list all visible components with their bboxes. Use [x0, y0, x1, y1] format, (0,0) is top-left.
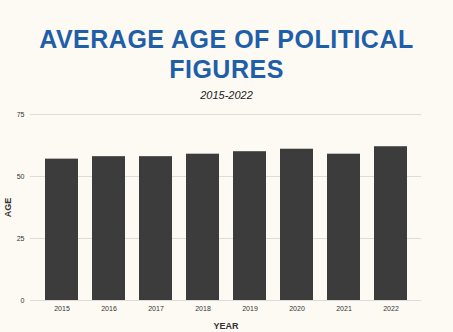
html-text:AVERAGE AGE OF POLITICAL FIGUR: AVERAGE AGE OF POLITICAL FIGURES: [39, 25, 414, 83]
svg-text:2015: 2015: [54, 305, 70, 312]
svg-text:AGE: AGE: [3, 198, 13, 218]
svg-text:2017: 2017: [148, 305, 164, 312]
svg-text:2016: 2016: [101, 305, 117, 312]
html-text:2015-2022: 2015-2022: [200, 89, 253, 101]
svg-text:2019: 2019: [242, 305, 258, 312]
svg-text:2018: 2018: [195, 305, 211, 312]
svg-text:0: 0: [21, 297, 25, 304]
svg-text:2021: 2021: [336, 305, 352, 312]
svg-text:75: 75: [17, 111, 25, 118]
svg-text:25: 25: [17, 235, 25, 242]
svg-text:2020: 2020: [289, 305, 305, 312]
svg-text:2022: 2022: [383, 305, 399, 312]
svg-text:50: 50: [17, 173, 25, 180]
svg-text:YEAR: YEAR: [213, 321, 239, 331]
